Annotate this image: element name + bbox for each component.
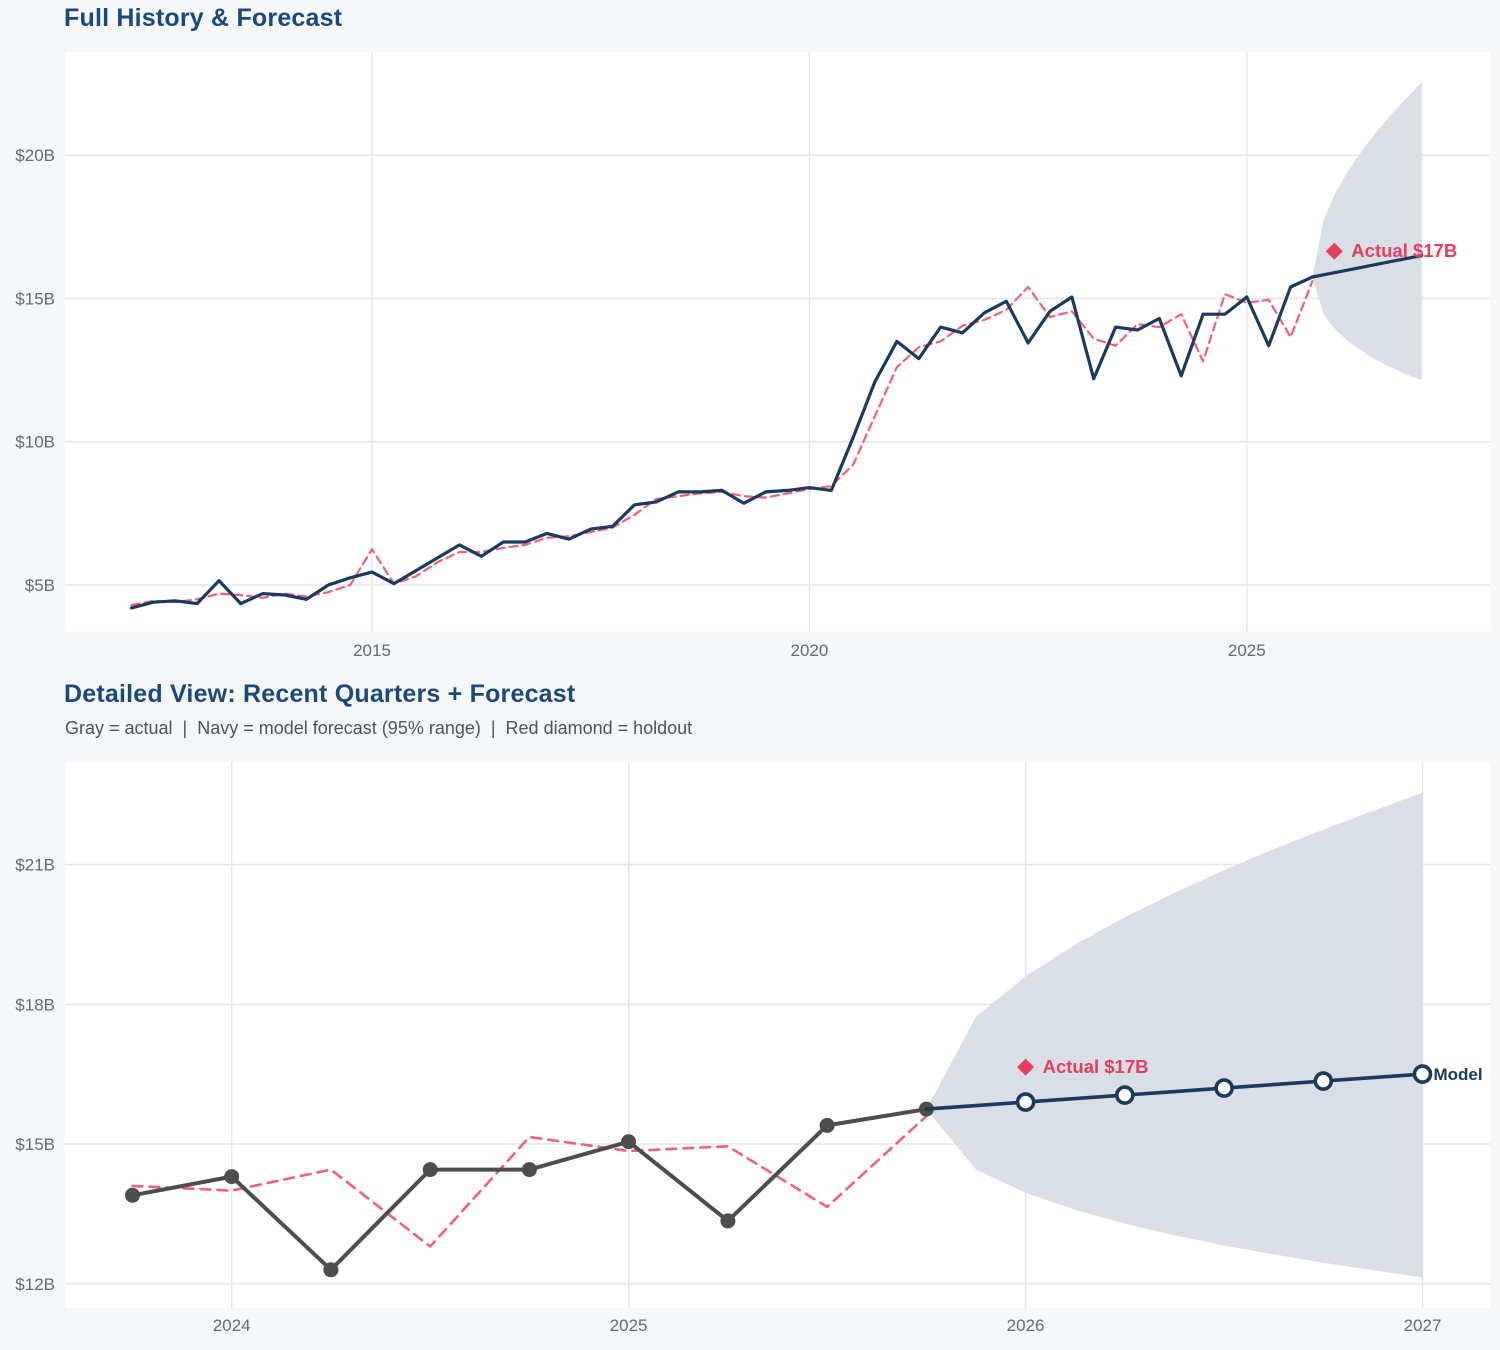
actual-recent-point <box>621 1134 637 1150</box>
x-tick-label: 2025 <box>1228 641 1266 660</box>
actual-history-line <box>129 275 1314 610</box>
actual-recent-point <box>422 1162 438 1178</box>
model-forecast-line <box>924 1072 1425 1111</box>
detailed-view-chart: $12B $15B $18B $21B 2024 2025 2026 2027 Model Act… <box>15 762 1490 1335</box>
full-history-chart: $5B $10B $15B $20B 2015 2020 2025 Actual $17B <box>15 52 1490 660</box>
model-forecast-point <box>1412 1064 1433 1084</box>
forecast-95-range-band <box>926 792 1423 1278</box>
forecast-95-range-band <box>1312 82 1422 381</box>
actual-recent-point <box>323 1262 339 1278</box>
model-forecast-point <box>1015 1092 1036 1112</box>
plot-background <box>65 52 1490 632</box>
y-tick-label: $18B <box>15 995 55 1014</box>
model-end-label: Model <box>1434 1065 1483 1084</box>
y-tick-label: $10B <box>15 433 55 452</box>
detailed-view-section: Detailed View: Recent Quarters + Forecas… <box>0 676 1500 1350</box>
x-tick-label: 2015 <box>353 641 391 660</box>
y-tick-label: $20B <box>15 146 55 165</box>
actual-recent-point <box>521 1162 537 1178</box>
y-tick-label: $21B <box>15 856 55 875</box>
x-tick-label: 2027 <box>1404 1316 1442 1335</box>
y-tick-label: $15B <box>15 289 55 308</box>
x-tick-label: 2026 <box>1007 1316 1045 1335</box>
model-forecast-point <box>1214 1078 1234 1098</box>
model-forecast-point <box>1115 1085 1135 1105</box>
model-fit-line <box>131 1114 928 1248</box>
x-tick-label: 2025 <box>610 1316 648 1335</box>
y-tick-label: $5B <box>25 576 55 595</box>
y-tick-label: $12B <box>15 1275 55 1294</box>
detailed-view-legend-text: Gray = actual | Navy = model forecast (9… <box>65 718 693 738</box>
x-tick-label: 2020 <box>790 641 828 660</box>
detailed-view-title: Detailed View: Recent Quarters + Forecas… <box>64 680 576 708</box>
model-forecast-point <box>1313 1071 1334 1091</box>
holdout-label: Actual $17B <box>1043 1056 1149 1077</box>
actual-recent-point <box>720 1213 736 1229</box>
holdout-diamond-icon <box>1017 1058 1035 1076</box>
actual-recent-point <box>224 1169 240 1185</box>
actual-recent-point <box>125 1187 140 1203</box>
full-history-section: Full History & Forecast $5B $10B $15B $20B 2… <box>15 4 1490 660</box>
y-tick-label: $15B <box>15 1135 55 1154</box>
model-forecast-line <box>1310 253 1424 279</box>
x-tick-label: 2024 <box>213 1316 251 1335</box>
full-history-title: Full History & Forecast <box>64 4 343 32</box>
actual-recent-point <box>819 1117 835 1133</box>
holdout-label: Actual $17B <box>1351 240 1457 261</box>
